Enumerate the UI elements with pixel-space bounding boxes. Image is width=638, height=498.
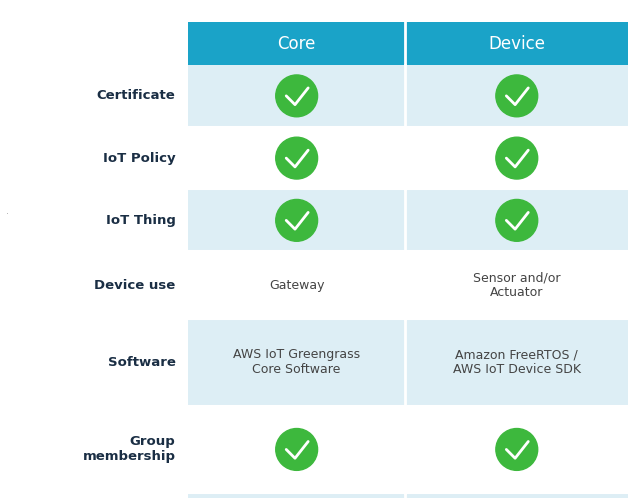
Text: Device use: Device use (94, 278, 175, 292)
FancyBboxPatch shape (188, 127, 628, 189)
Text: Device: Device (488, 34, 545, 53)
Ellipse shape (496, 199, 538, 241)
Ellipse shape (276, 137, 318, 179)
Ellipse shape (496, 75, 538, 117)
Text: Amazon FreeRTOS /
AWS IoT Device SDK: Amazon FreeRTOS / AWS IoT Device SDK (453, 348, 581, 376)
Text: Certificate: Certificate (97, 89, 175, 103)
FancyBboxPatch shape (188, 319, 628, 406)
Ellipse shape (276, 199, 318, 241)
Text: Gateway: Gateway (269, 278, 324, 292)
FancyBboxPatch shape (188, 65, 628, 127)
Text: ·: · (6, 209, 10, 219)
FancyBboxPatch shape (405, 22, 628, 65)
Text: Software: Software (108, 356, 175, 369)
Text: Sensor and/or
Actuator: Sensor and/or Actuator (473, 271, 561, 299)
Ellipse shape (276, 428, 318, 470)
Text: Group
membership: Group membership (82, 435, 175, 464)
FancyBboxPatch shape (188, 22, 405, 65)
Ellipse shape (496, 137, 538, 179)
Text: IoT Policy: IoT Policy (103, 151, 175, 165)
Text: IoT Thing: IoT Thing (105, 214, 175, 227)
Ellipse shape (496, 428, 538, 470)
Ellipse shape (276, 75, 318, 117)
FancyBboxPatch shape (188, 189, 628, 251)
Text: Core: Core (278, 34, 316, 53)
FancyBboxPatch shape (188, 493, 628, 498)
Text: AWS IoT Greengrass
Core Software: AWS IoT Greengrass Core Software (233, 348, 360, 376)
FancyBboxPatch shape (188, 251, 628, 319)
FancyBboxPatch shape (188, 406, 628, 493)
